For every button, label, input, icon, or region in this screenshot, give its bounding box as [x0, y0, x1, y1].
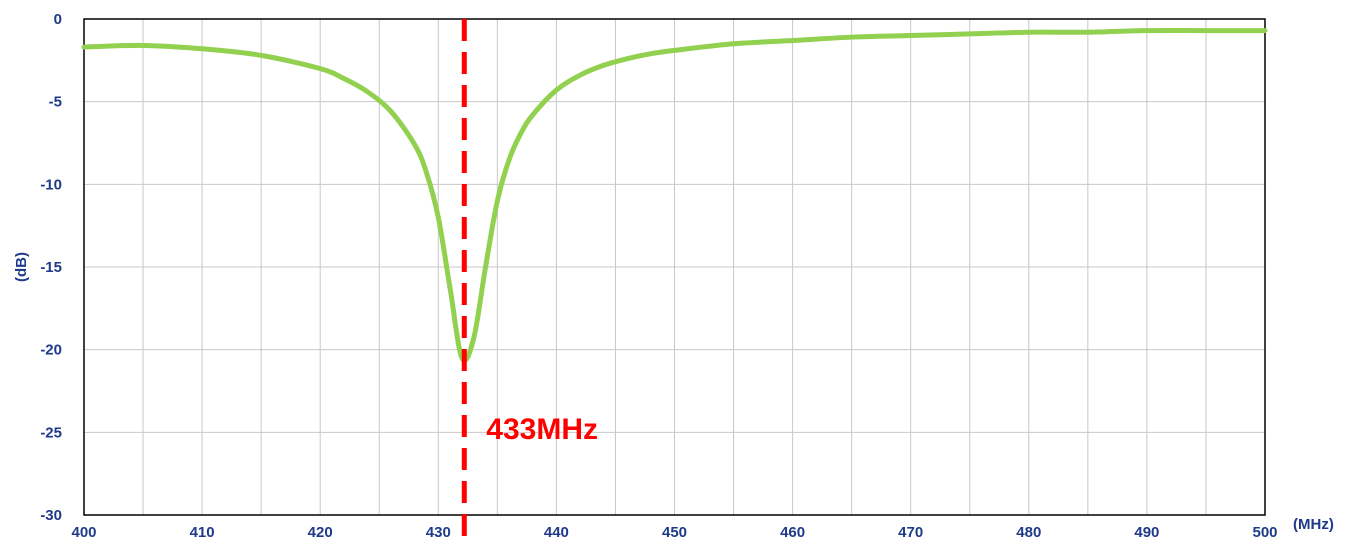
marker-label: 433MHz	[486, 413, 598, 446]
y-tick-label: -30	[40, 507, 62, 524]
y-tick-label: -5	[49, 94, 62, 111]
y-tick-label: -20	[40, 342, 62, 359]
grid-lines	[84, 19, 1265, 515]
x-tick-label: 490	[1134, 524, 1159, 541]
y-axis-label: (dB)	[13, 252, 30, 282]
x-tick-label: 460	[780, 524, 805, 541]
x-tick-labels: 400 410 420 430 440 450 460 470 480 490 500	[71, 524, 1277, 541]
x-tick-label: 440	[544, 524, 569, 541]
x-tick-label: 400	[71, 524, 96, 541]
x-tick-label: 470	[898, 524, 923, 541]
x-axis-label: (MHz)	[1293, 516, 1334, 533]
y-tick-labels: 0 -5 -10 -15 -20 -25 -30	[40, 11, 62, 524]
series-line	[81, 27, 1268, 363]
y-tick-label: -15	[40, 259, 62, 276]
y-tick-label: -25	[40, 424, 62, 441]
x-tick-label: 420	[308, 524, 333, 541]
y-tick-label: 0	[54, 11, 62, 28]
y-tick-label: -10	[40, 176, 62, 193]
x-tick-label: 430	[426, 524, 451, 541]
x-tick-label: 450	[662, 524, 687, 541]
x-tick-label: 480	[1016, 524, 1041, 541]
plot-frame	[83, 18, 1266, 516]
x-tick-label: 500	[1252, 524, 1277, 541]
x-tick-label: 410	[190, 524, 215, 541]
